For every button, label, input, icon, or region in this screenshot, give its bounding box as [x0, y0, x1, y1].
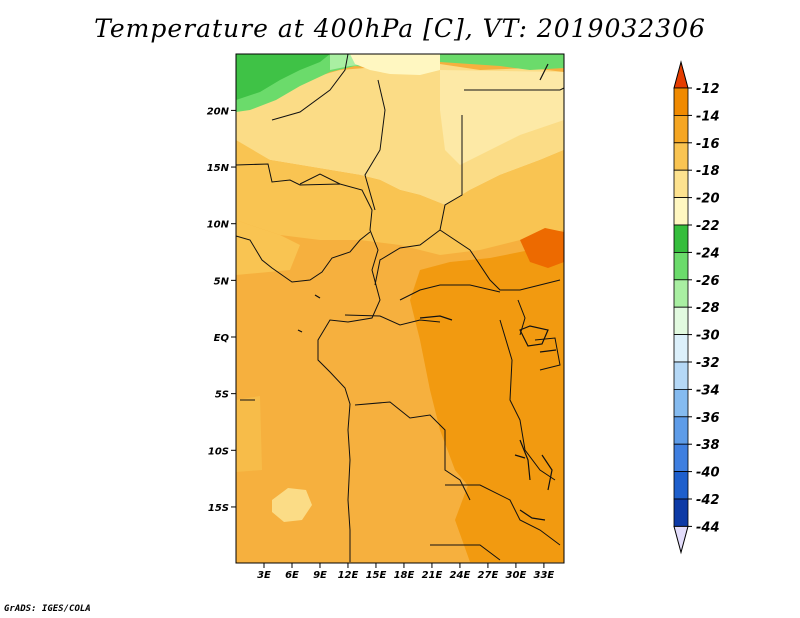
colorbar-swatch: [673, 197, 689, 226]
map-fill-north-mid: [236, 140, 564, 255]
lon-tick-label: 24E: [450, 570, 471, 581]
colorbar-label: -28: [696, 301, 720, 316]
lat-tick-label: EQ: [214, 333, 230, 344]
colorbar-swatch: [673, 388, 689, 418]
colorbar-label: -14: [696, 109, 720, 124]
lon-tick-label: 9E: [313, 570, 327, 581]
colorbar-bottom-arrow: [673, 525, 689, 555]
colorbar-label: -30: [696, 329, 720, 344]
lat-tick-label: 15N: [207, 163, 230, 174]
colorbar-label: -32: [696, 356, 720, 371]
map-frame: [235, 53, 565, 564]
lon-tick-label: 30E: [506, 570, 527, 581]
colorbar-label: -26: [696, 274, 720, 289]
map-fill-west-yellow: [236, 220, 300, 275]
map-fill-east-hotspot: [520, 228, 564, 268]
colorbar-label: -24: [696, 246, 720, 261]
colorbar-label: -20: [696, 192, 720, 207]
map-title: Temperature at 400hPa [C], VT: 201903230…: [94, 14, 706, 43]
colorbar-label: -44: [696, 520, 720, 535]
colorbar-label: -42: [696, 493, 720, 508]
lakes: [297, 63, 557, 521]
colorbar-swatch: [673, 224, 689, 253]
colorbar-label: -22: [696, 219, 720, 234]
country-borders: [235, 53, 565, 562]
lat-tick-label: 20N: [207, 106, 230, 117]
lat-tick-label: 10N: [207, 220, 230, 231]
colorbar: -12 -14 -16 -18 -20 -22 -24 -26 -28 -30 -32 -34 -36 -…: [673, 60, 720, 555]
colorbar-label: -34: [696, 383, 720, 398]
map-fill-sw-pale: [272, 488, 312, 522]
colorbar-swatch: [673, 115, 689, 144]
colorbar-swatch: [673, 251, 689, 281]
map-fill-north-green: [236, 54, 564, 112]
lon-tick-label: 15E: [366, 570, 387, 581]
colorbar-label: -40: [696, 466, 720, 481]
map-fill-top-pale: [350, 54, 440, 75]
colorbar-top-arrow: [673, 60, 689, 89]
grads-credit: GrADS: IGES/COLA: [4, 604, 91, 614]
lon-tick-label: 12E: [338, 570, 359, 581]
lat-tick-label: 5N: [214, 276, 230, 287]
map-fill-west-band: [236, 396, 262, 472]
colorbar-swatch: [673, 306, 689, 336]
colorbar-swatch: [673, 87, 689, 116]
colorbar-swatch: [673, 498, 689, 527]
lon-tick-label: 21E: [422, 570, 443, 581]
colorbar-swatch: [673, 169, 689, 198]
colorbar-swatch: [673, 361, 689, 390]
map-fill-northeast-light: [440, 70, 564, 165]
lon-tick-label: 6E: [285, 570, 299, 581]
lat-tick-label: 15S: [208, 503, 229, 514]
map-fill-south-dark: [455, 470, 564, 562]
lon-tick-label: 33E: [534, 570, 555, 581]
colorbar-label: -36: [696, 411, 720, 426]
colorbar-swatch: [673, 334, 689, 363]
colorbar-swatch: [673, 443, 689, 473]
latitude-axis: 20N 15N 10N 5N EQ 5S 10S 15S: [207, 106, 236, 514]
colorbar-label: -12: [696, 82, 720, 97]
lon-tick-label: 18E: [394, 570, 415, 581]
lon-tick-label: 27E: [478, 570, 499, 581]
lat-tick-label: 5S: [215, 390, 229, 401]
colorbar-label: -38: [696, 438, 720, 453]
colorbar-swatch: [673, 471, 689, 500]
colorbar-swatch: [673, 416, 689, 445]
map-fill-north-green-dark: [236, 54, 330, 100]
lon-tick-label: 3E: [257, 570, 271, 581]
colorbar-swatch: [673, 142, 689, 171]
colorbar-label: -16: [696, 137, 720, 152]
lat-tick-label: 10S: [208, 446, 229, 457]
map-fill-east-dark: [410, 240, 564, 545]
longitude-axis: 3E 6E 9E 12E 15E 18E 21E 24E 27E 30E 33E: [257, 563, 554, 581]
colorbar-label: -18: [696, 164, 720, 179]
colorbar-swatch: [673, 279, 689, 308]
